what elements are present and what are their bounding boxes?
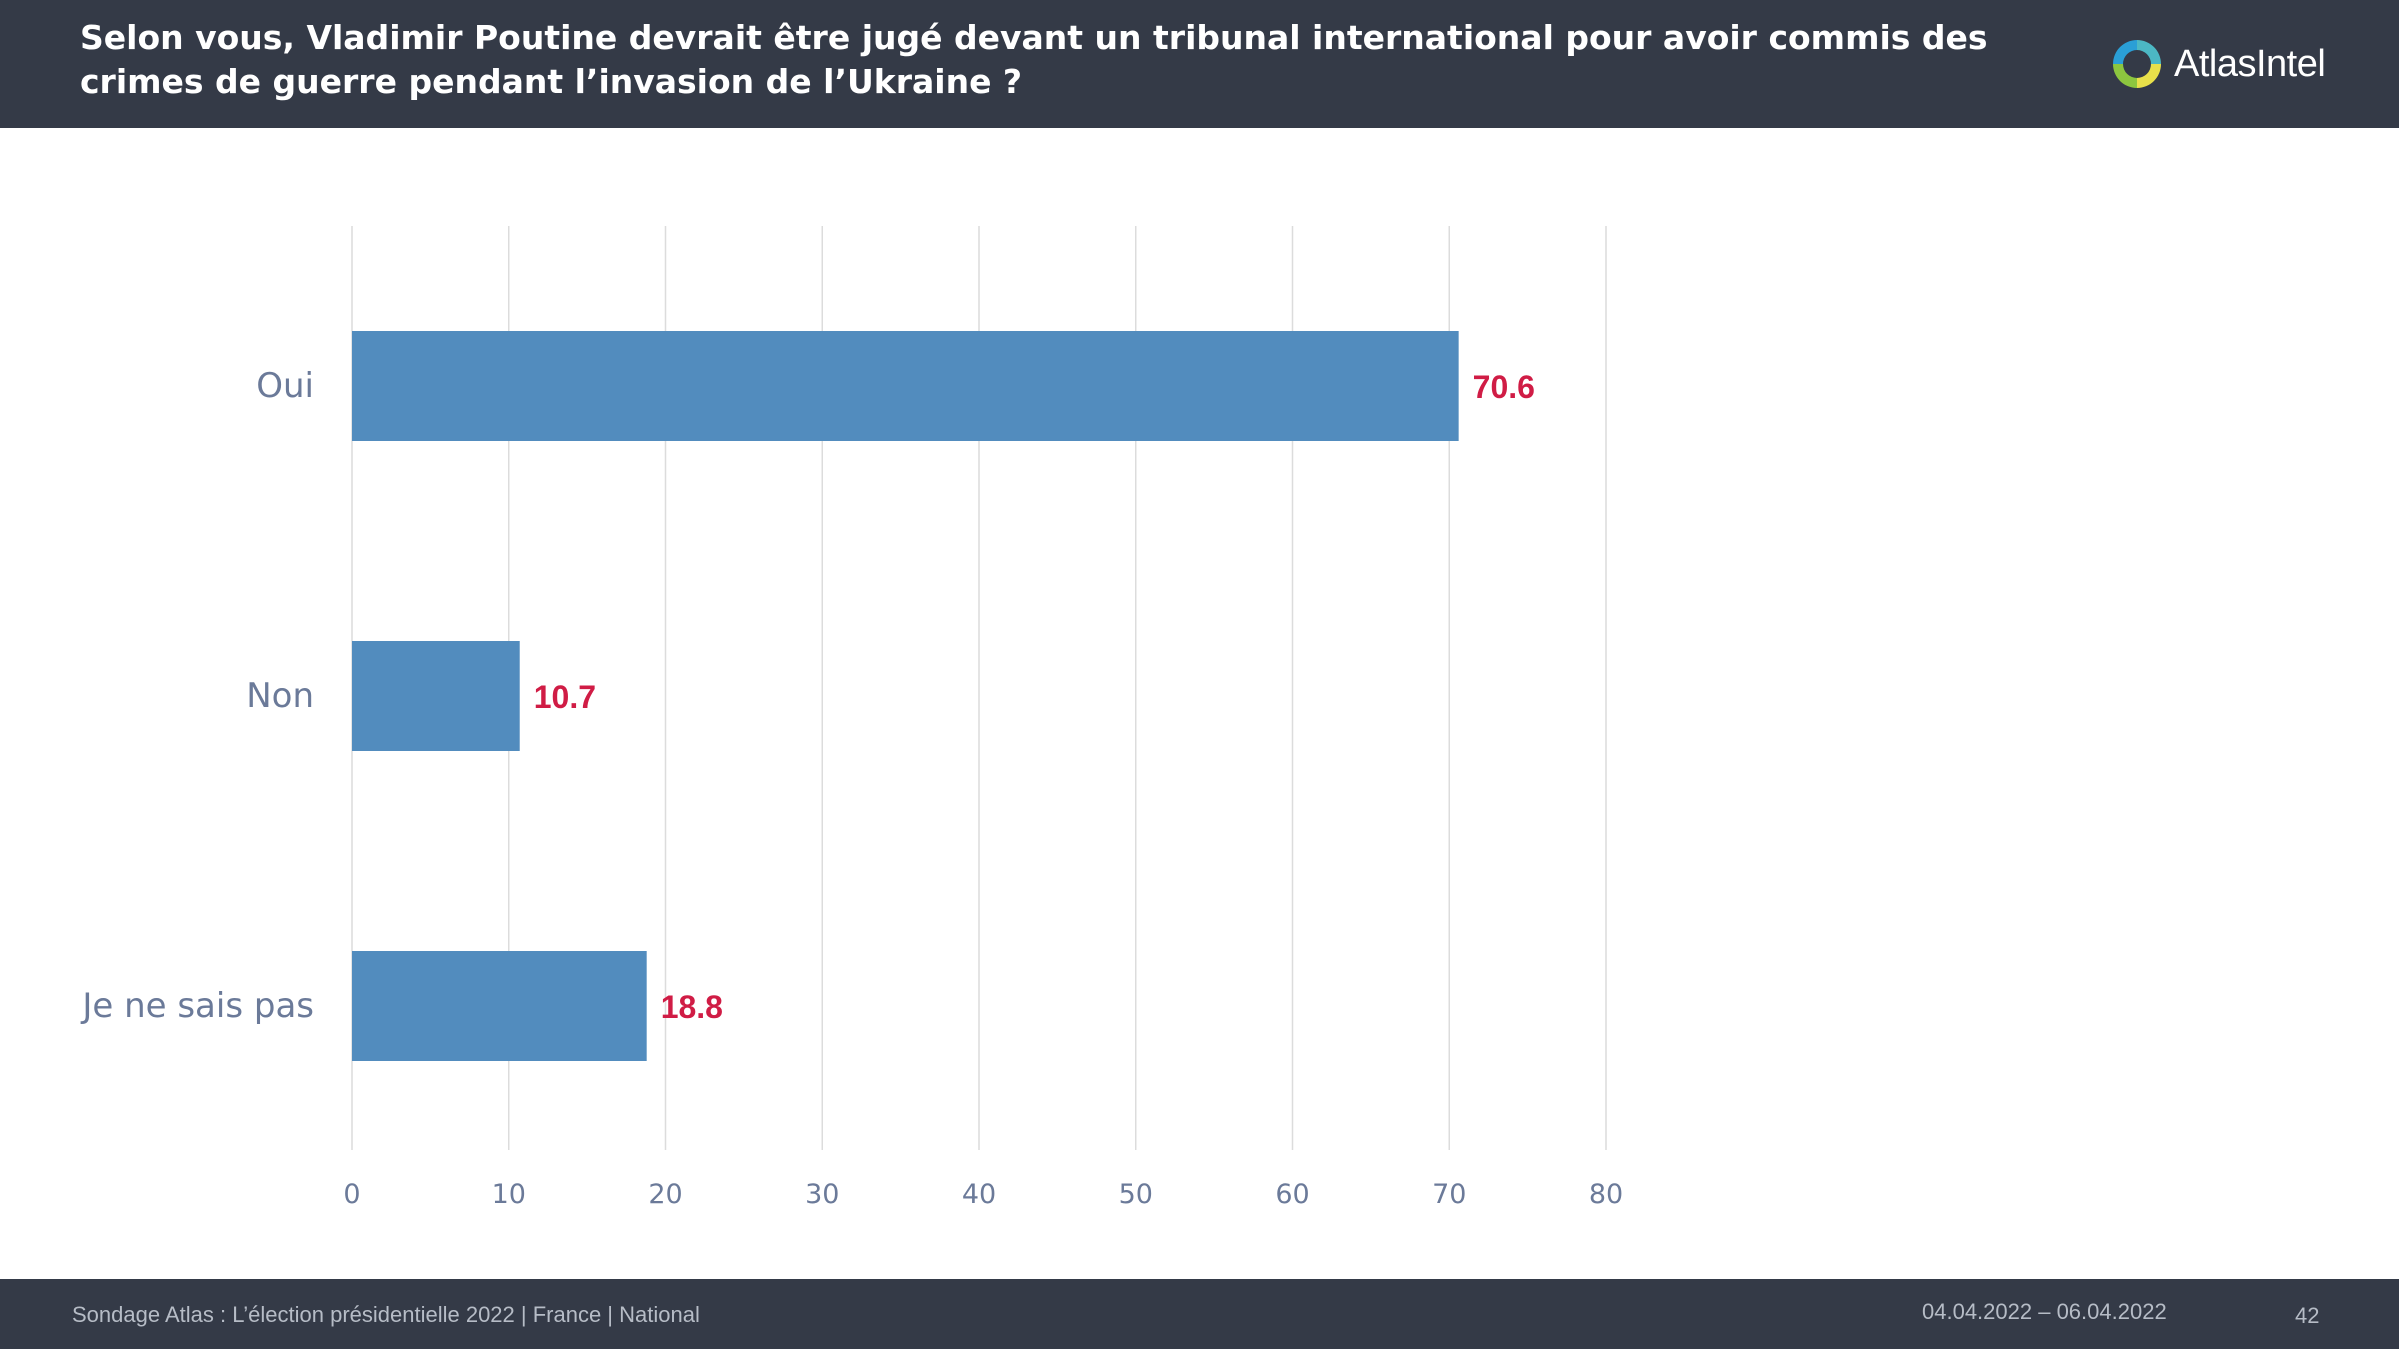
value-label: 70.6 xyxy=(1473,369,1535,405)
header-bar: Selon vous, Vladimir Poutine devrait êtr… xyxy=(0,0,2399,128)
atlas-logo-icon xyxy=(2113,40,2161,88)
x-tick-label: 50 xyxy=(1119,1179,1153,1210)
category-label: Oui xyxy=(256,366,314,406)
x-tick-label: 70 xyxy=(1432,1179,1466,1210)
bar xyxy=(352,641,520,751)
x-tick-label: 20 xyxy=(648,1179,682,1210)
bar xyxy=(352,951,647,1061)
x-tick-label: 30 xyxy=(805,1179,839,1210)
bar xyxy=(352,331,1459,441)
footer-dates: 04.04.2022 – 06.04.2022 xyxy=(1922,1299,2167,1324)
value-labels: 70.6 10.7 18.8 xyxy=(534,369,1535,1025)
value-label: 18.8 xyxy=(661,989,723,1025)
x-tick-label: 80 xyxy=(1589,1179,1623,1210)
category-label: Non xyxy=(246,676,314,716)
page-title: Selon vous, Vladimir Poutine devrait êtr… xyxy=(80,18,1988,101)
page-number: 42 xyxy=(2295,1303,2320,1328)
bar-chart: Oui Non Je ne sais pas 70.6 10.7 18.8 0 10 20 3… xyxy=(80,226,1623,1210)
x-tick-label: 60 xyxy=(1275,1179,1309,1210)
x-tick-label: 0 xyxy=(343,1179,360,1210)
footer-bar: Sondage Atlas : L’élection présidentiell… xyxy=(0,1279,2399,1349)
x-tick-label: 10 xyxy=(492,1179,526,1210)
footer-source: Sondage Atlas : L’élection présidentiell… xyxy=(72,1302,700,1327)
logo-text: AtlasIntel xyxy=(2174,42,2326,85)
category-label: Je ne sais pas xyxy=(80,986,314,1026)
bars xyxy=(352,331,1459,1061)
x-tick-label: 40 xyxy=(962,1179,996,1210)
category-labels: Oui Non Je ne sais pas xyxy=(80,366,314,1026)
atlasintel-logo: AtlasIntel xyxy=(2110,34,2326,94)
value-label: 10.7 xyxy=(534,679,596,715)
x-tick-labels: 0 10 20 30 40 50 60 70 80 xyxy=(343,1179,1623,1210)
